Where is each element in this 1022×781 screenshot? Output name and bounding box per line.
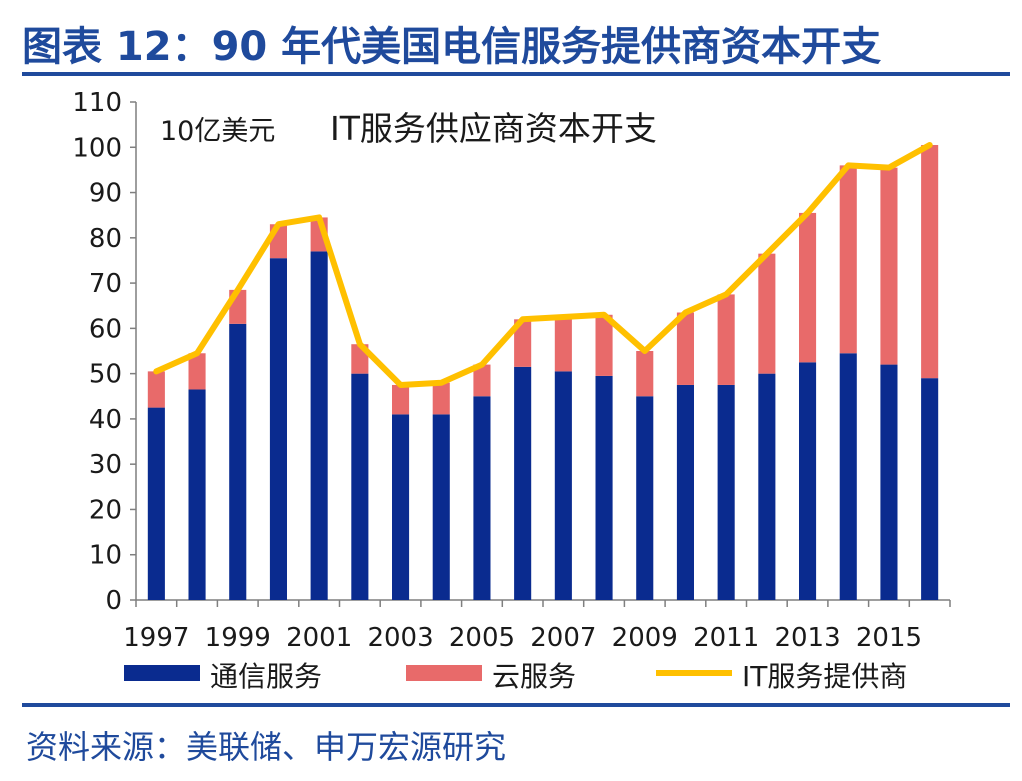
bar-telecom-2004 [432,414,450,600]
stacked-bar-line-chart: 0 10 20 30 40 50 60 70 80 90 100 110 1997 1999 2001 200… [72,88,951,693]
bar-telecom-2002 [351,373,369,600]
legend-swatch-telecom [124,665,200,681]
y-tick-label: 30 [89,450,122,480]
y-tick-label: 40 [89,405,122,435]
bar-cloud-2008 [595,314,613,376]
bar-telecom-2001 [310,251,328,600]
chart-inner-title: IT服务供应商资本开支 [330,109,657,148]
y-tick-label: 110 [72,88,122,118]
y-tick-label: 90 [89,179,122,209]
legend-label-telecom: 通信服务 [210,660,322,693]
y-tick-label: 60 [89,314,122,344]
chart-bars [147,145,939,600]
legend-label-it: IT服务提供商 [742,660,907,693]
y-tick-label: 20 [89,495,122,525]
y-tick-label: 50 [89,360,122,390]
bar-telecom-2010 [676,384,694,600]
bar-cloud-2003 [392,384,410,415]
bar-telecom-2006 [514,366,532,600]
bar-telecom-1999 [229,323,247,600]
bar-cloud-2006 [514,319,532,367]
bar-telecom-2008 [595,375,613,600]
bar-cloud-1997 [147,371,165,408]
bar-telecom-2013 [799,362,817,600]
bar-telecom-2009 [636,396,654,600]
chart-axes: 0 10 20 30 40 50 60 70 80 90 100 110 1997 1999 2001 200… [72,88,951,653]
bar-cloud-2010 [676,312,694,385]
x-tick-label: 1997 [123,623,189,653]
bar-cloud-2007 [554,317,572,372]
x-tick-label: 1999 [205,623,271,653]
bar-telecom-2012 [758,373,776,600]
title-divider [22,72,1010,76]
y-tick-label: 100 [72,133,122,163]
bar-telecom-2011 [717,384,735,600]
y-tick-label: 70 [89,269,122,299]
bar-cloud-2004 [432,382,450,415]
bar-cloud-2009 [636,351,654,397]
bar-telecom-2015 [880,364,898,600]
x-tick-label: 2009 [612,623,678,653]
bar-telecom-2003 [392,414,410,600]
bar-telecom-2000 [269,258,287,600]
source-note: 资料来源：美联储、申万宏源研究 [26,728,507,766]
bar-cloud-2011 [717,294,735,385]
bar-telecom-2016 [921,378,939,600]
x-tick-label: 2007 [530,623,596,653]
y-tick-label: 10 [89,541,122,571]
bar-cloud-1998 [188,353,206,390]
bar-telecom-1997 [147,407,165,600]
footer-divider [22,703,1010,707]
bar-cloud-2014 [839,165,857,354]
chart-unit-label: 10亿美元 [160,116,275,147]
y-tick-label: 0 [105,586,122,616]
bar-telecom-1998 [188,389,206,600]
bar-cloud-2013 [799,212,817,363]
legend-swatch-cloud [406,665,482,681]
bar-telecom-2007 [554,371,572,600]
x-tick-label: 2001 [286,623,352,653]
x-tick-label: 2005 [449,623,515,653]
x-tick-label: 2003 [367,623,433,653]
bar-cloud-2012 [758,253,776,374]
chart-legend: 通信服务 云服务 IT服务提供商 [124,660,907,693]
line-it-services [153,142,933,388]
bar-cloud-2005 [473,364,491,397]
bar-cloud-2016 [921,145,939,379]
y-tick-label: 80 [89,224,122,254]
x-tick-label: 2013 [774,623,840,653]
x-tick-label: 2011 [693,623,759,653]
chart-line-layer [153,142,933,388]
bar-telecom-2005 [473,396,491,600]
x-tick-label: 2015 [856,623,922,653]
legend-label-cloud: 云服务 [492,660,576,693]
bar-cloud-2015 [880,167,898,365]
bar-telecom-2014 [839,353,857,600]
page-title: 图表 12：90 年代美国电信服务提供商资本开支 [22,24,882,70]
